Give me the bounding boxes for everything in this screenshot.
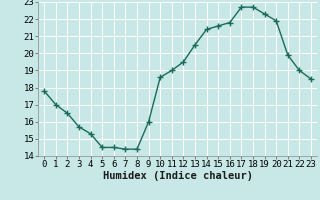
X-axis label: Humidex (Indice chaleur): Humidex (Indice chaleur) bbox=[103, 171, 252, 181]
